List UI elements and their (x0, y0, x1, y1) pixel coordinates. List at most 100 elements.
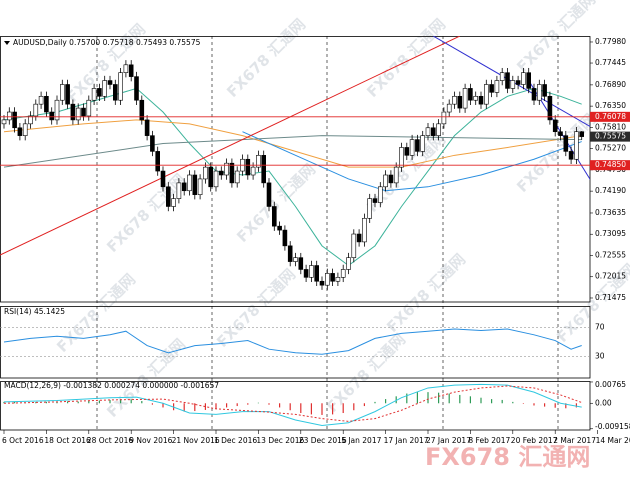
candle-body (552, 119, 558, 133)
candle-body (12, 111, 17, 129)
indicator-line (3, 119, 582, 168)
candle-body (319, 280, 325, 286)
candle-body (33, 103, 39, 117)
candle-body (568, 151, 574, 160)
histogram-bar (183, 403, 185, 412)
histogram-bar (501, 399, 503, 404)
histogram-bar (565, 403, 567, 409)
level-tag (590, 111, 630, 122)
histogram-bar (194, 403, 196, 412)
x-tick-label: 8 Feb 2017 (468, 436, 510, 445)
y-tick-label: 30 (595, 351, 605, 360)
histogram-bar (321, 403, 323, 415)
candle-body (351, 233, 357, 258)
x-tick-label: 9 Nov 2016 (129, 436, 172, 445)
candle-body (144, 119, 150, 136)
candle-body (49, 111, 55, 121)
candle-body (59, 84, 65, 101)
histogram-bar (45, 401, 47, 404)
candle-body (176, 182, 182, 199)
histogram-bar (300, 403, 302, 414)
candle-body (128, 64, 134, 77)
candle-body (383, 174, 388, 188)
x-tick-label: 21 Nov 2016 (172, 436, 220, 445)
y-tick-label: 0.73635 (595, 208, 626, 217)
x-tick-label: 2 Mar 2017 (553, 436, 596, 445)
x-tick-label: 18 Oct 2016 (44, 436, 91, 445)
candle-body (372, 198, 378, 203)
candle-body (531, 88, 537, 101)
histogram-bar (226, 403, 228, 408)
candle-body (197, 178, 203, 195)
candle-body (38, 95, 44, 105)
candle-body (282, 229, 288, 247)
plot-group (3, 328, 582, 355)
candle-body (203, 166, 208, 180)
y-tick-label: 0.00765 (595, 380, 626, 389)
candle-body (415, 139, 420, 152)
candle-body (298, 257, 304, 270)
histogram-bar (575, 403, 577, 408)
histogram-bar (35, 402, 37, 404)
plot-group (0, 36, 590, 290)
histogram-bar (353, 403, 355, 411)
y-tick-label: 0.77445 (595, 58, 626, 67)
y-tick-label: 0.74190 (595, 186, 626, 195)
candle-body (536, 84, 542, 101)
candle-body (579, 131, 585, 137)
price-label: 0.75575 (595, 132, 626, 141)
candle-body (97, 88, 102, 97)
histogram-bar (342, 403, 344, 414)
y-tick-label: 0.75810 (595, 122, 626, 131)
candle-body (22, 123, 28, 136)
histogram-bar (310, 403, 312, 415)
candle-body (441, 111, 447, 125)
candle-body (399, 147, 404, 168)
y-tick-label: 0.71475 (595, 293, 626, 302)
y-tick-label: -0.009158 (595, 422, 630, 431)
histogram-bar (395, 396, 397, 404)
candle-body (271, 206, 277, 227)
x-tick-label: 5 Jan 2017 (341, 436, 381, 445)
candle-body (86, 99, 92, 117)
candle-body (314, 265, 320, 282)
candle-body (367, 198, 373, 219)
candle-body (547, 95, 553, 121)
histogram-bar (120, 399, 122, 404)
logo: FX678 汇通网 (425, 443, 590, 471)
histogram-bar (448, 393, 450, 404)
y-tick-label: 0.75270 (595, 144, 626, 153)
candle-body (134, 76, 139, 101)
histogram-bar (236, 403, 238, 407)
candle-body (28, 115, 33, 125)
candle-body (181, 182, 187, 192)
candle-body (340, 269, 346, 278)
candle-body (65, 84, 70, 105)
candle-body (187, 174, 192, 192)
price-tag (590, 131, 630, 142)
candle-body (250, 166, 256, 176)
candle-body (293, 257, 298, 262)
rsi-panel-frame (0, 306, 591, 379)
candle-body (266, 182, 272, 207)
candle-body (436, 123, 441, 136)
candle-body (430, 127, 436, 136)
candle-body (425, 127, 431, 136)
candle-body (356, 233, 362, 243)
x-tick-label: 14 Mar 2017 (596, 436, 630, 445)
candle-body (563, 135, 569, 152)
histogram-bar (554, 403, 556, 408)
candle-body (81, 107, 86, 117)
y-tick-label: 70 (595, 323, 605, 332)
candle-body (1, 119, 7, 125)
histogram-bar (257, 402, 259, 404)
candle-body (515, 80, 521, 85)
histogram-bar (88, 401, 90, 404)
y-tick-label: 0.73095 (595, 229, 626, 238)
x-tick-label: 6 Oct 2016 (2, 436, 44, 445)
histogram-bar (427, 392, 429, 404)
candle-body (139, 99, 145, 121)
candle-body (234, 170, 240, 184)
histogram-bar (130, 399, 132, 404)
histogram-bar (204, 403, 206, 410)
